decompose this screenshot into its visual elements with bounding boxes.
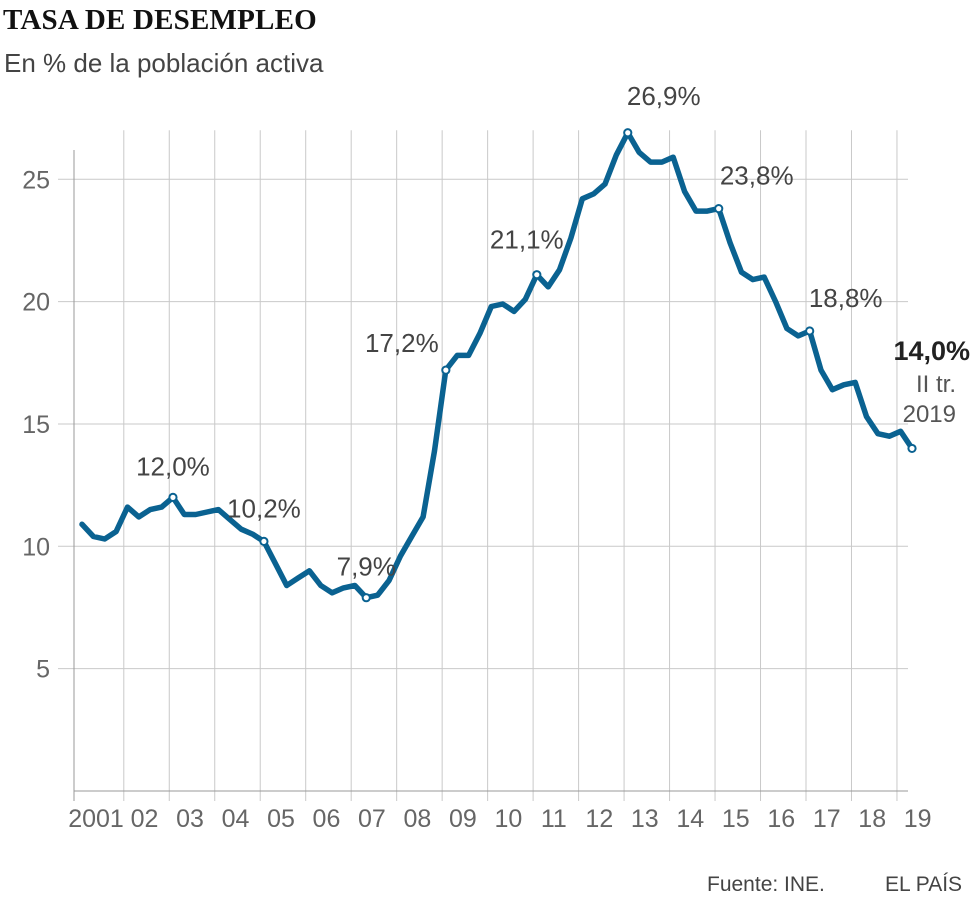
x-tick-label: 11 xyxy=(541,805,567,833)
data-point-marker xyxy=(805,326,815,336)
latest-period-label: II tr. xyxy=(916,371,956,398)
y-tick-label: 10 xyxy=(22,533,50,561)
data-label: 26,9% xyxy=(627,81,701,111)
data-point-marker xyxy=(361,593,371,603)
x-tick-label: 08 xyxy=(404,805,432,833)
publisher-brand: EL PAÍS xyxy=(885,873,963,896)
x-tick-label: 13 xyxy=(631,805,659,833)
x-tick-label: 02 xyxy=(131,805,159,833)
data-point-marker xyxy=(907,443,917,454)
x-tick-label: 15 xyxy=(722,805,750,833)
data-label: 18,8% xyxy=(809,283,883,313)
x-tick-label: 10 xyxy=(494,805,522,833)
y-tick-label: 15 xyxy=(22,411,50,439)
data-point-marker xyxy=(441,365,451,375)
data-point-marker xyxy=(623,128,633,138)
data-point-marker xyxy=(714,204,724,214)
x-tick-label: 16 xyxy=(767,805,795,833)
x-tick-label: 09 xyxy=(449,805,477,833)
latest-year-label: 2019 xyxy=(903,401,956,428)
data-label: 23,8% xyxy=(720,161,794,191)
data-label: 17,2% xyxy=(365,328,439,358)
x-tick-label: 05 xyxy=(267,805,295,833)
x-tick-label: 12 xyxy=(585,805,613,833)
x-tick-label: 14 xyxy=(676,805,704,833)
x-tick-label: 07 xyxy=(358,805,386,833)
data-label-latest: 14,0% xyxy=(893,336,970,366)
series-line-unemployment xyxy=(79,130,915,601)
x-tick-label: 17 xyxy=(813,805,841,833)
x-tick-label: 04 xyxy=(222,805,250,833)
x-tick-label: 06 xyxy=(313,805,341,833)
x-tick-label: 2001 xyxy=(68,805,124,833)
x-tick-label: 18 xyxy=(858,805,886,833)
chart-title: TASA DE DESEMPLEO xyxy=(3,4,317,36)
y-tick-label: 25 xyxy=(22,166,50,194)
data-point-marker xyxy=(532,270,542,280)
data-label: 7,9% xyxy=(337,552,396,582)
x-tick-label: 19 xyxy=(904,805,932,833)
data-label: 21,1% xyxy=(490,225,564,255)
data-point-marker xyxy=(259,536,269,547)
y-tick-label: 20 xyxy=(22,289,50,317)
chart-subtitle: En % de la población activa xyxy=(4,48,324,78)
data-label: 10,2% xyxy=(227,493,301,523)
x-tick-label: 03 xyxy=(176,805,204,833)
data-point-marker xyxy=(168,492,178,502)
y-tick-label: 5 xyxy=(36,656,50,684)
source-note: Fuente: INE. xyxy=(707,873,825,896)
data-label: 12,0% xyxy=(136,451,210,481)
